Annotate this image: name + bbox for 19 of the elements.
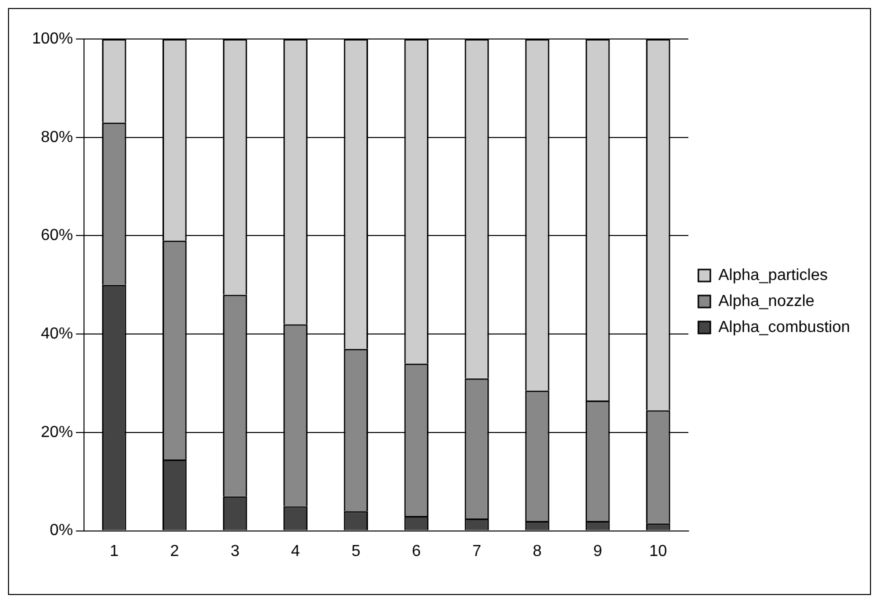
x-tick-label: 4 [291,542,300,560]
y-tick-label: 100% [32,30,73,48]
x-tick-label: 9 [593,542,602,560]
legend-label: Alpha_nozzle [718,292,815,310]
x-tick-label: 5 [351,542,360,560]
y-tick-label: 0% [50,522,73,540]
x-tick-label: 8 [532,542,542,560]
y-tick-label: 60% [40,227,73,244]
x-tick-label: 1 [110,542,119,560]
x-tick-label: 7 [472,542,482,560]
x-tick-label: 3 [230,542,240,560]
y-tick-label: 80% [40,128,73,146]
legend-label: Alpha_combustion [718,318,850,336]
legend-label: Alpha_particles [718,266,828,284]
x-tick-label: 2 [170,542,180,560]
y-tick-label: 20% [40,424,73,441]
x-tick-label: 10 [649,542,668,560]
x-tick-label: 6 [412,542,421,560]
y-tick-label: 40% [40,325,73,342]
